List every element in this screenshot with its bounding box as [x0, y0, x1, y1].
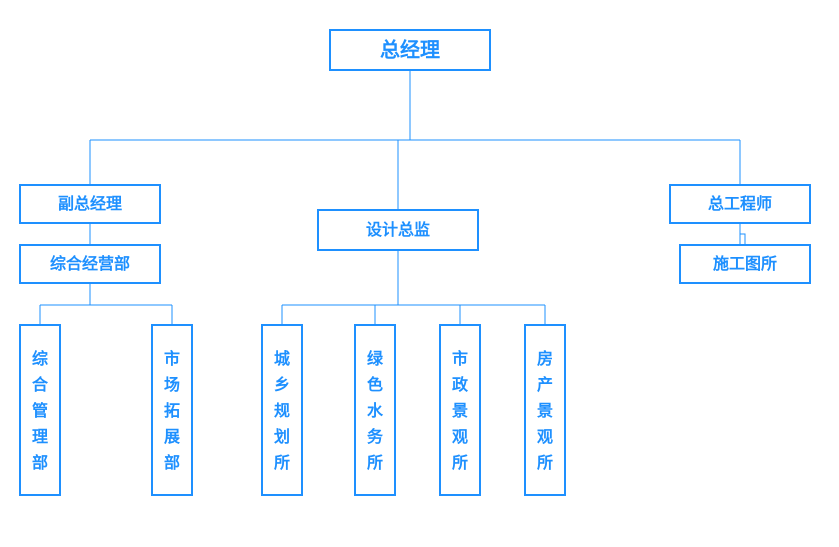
- node-label: 施工图所: [713, 254, 777, 273]
- node-l6: 房产景观所: [525, 325, 565, 495]
- node-label: 设计总监: [366, 220, 430, 239]
- node-label: 总经理: [380, 37, 440, 61]
- node-l4: 绿色水务所: [355, 325, 395, 495]
- node-cdo: 施工图所: [680, 245, 810, 283]
- node-label: 副总经理: [58, 194, 122, 213]
- node-label: 总工程师: [708, 194, 772, 213]
- node-root: 总经理: [330, 30, 490, 70]
- node-l3: 城乡规划所: [262, 325, 302, 495]
- node-label: 综合经营部: [50, 254, 130, 273]
- edge: [740, 223, 745, 245]
- org-chart: 总经理副总经理设计总监 总工程师综合经营部 施工图所综合管理部 市场拓展部 城乡规划所 绿…: [0, 0, 839, 547]
- node-l2: 市场拓展部: [152, 325, 192, 495]
- node-ce: 总工程师: [670, 185, 810, 223]
- node-cmd: 综合经营部: [20, 245, 160, 283]
- node-l5: 市政景观所: [440, 325, 480, 495]
- node-l1: 综合管理部: [20, 325, 60, 495]
- node-vgm: 副总经理: [20, 185, 160, 223]
- node-dd: 设计总监: [318, 210, 478, 250]
